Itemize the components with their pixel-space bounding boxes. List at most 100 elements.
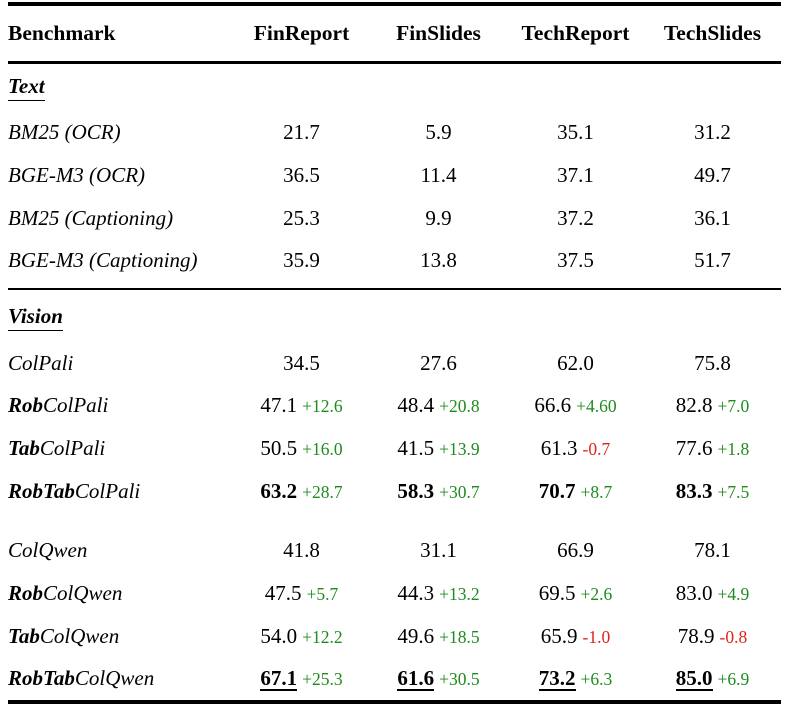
score-cell: 67.1 +25.3 bbox=[233, 666, 370, 692]
score-value: 41.8 bbox=[283, 538, 320, 563]
score-cell: 9.9 bbox=[370, 206, 507, 231]
score-value: 70.7 bbox=[538, 478, 576, 503]
table-row: ColPali 34.5 27.6 62.0 75.8 bbox=[8, 342, 781, 385]
score-value: 66.9 bbox=[557, 538, 594, 563]
row-label-base: ColQwen bbox=[74, 666, 155, 691]
table-row: RobColQwen 47.5 +5.7 44.3 +13.2 69.5 +2.6 83.0 +… bbox=[8, 572, 781, 615]
table-row: BGE-M3 (Captioning) 35.9 13.8 37.5 51.7 bbox=[8, 240, 781, 283]
score-cell: 73.2 +6.3 bbox=[507, 666, 644, 692]
score-cell: 41.8 bbox=[233, 538, 370, 563]
score-delta: +16.0 bbox=[302, 438, 343, 459]
score-value: 82.8 bbox=[675, 393, 713, 418]
score-cell: 31.1 bbox=[370, 538, 507, 563]
row-group: ColQwen 41.8 31.1 66.9 78.1 RobColQwen 47.5 +5.… bbox=[8, 530, 781, 701]
row-label-base: BGE-M3 (Captioning) bbox=[8, 248, 198, 273]
row-label-base: ColPali bbox=[8, 350, 74, 375]
score-cell: 49.6 +18.5 bbox=[370, 624, 507, 649]
score-value: 49.6 bbox=[397, 623, 435, 648]
score-cell: 49.7 bbox=[644, 163, 781, 188]
score-delta: +20.8 bbox=[439, 396, 480, 417]
score-cell: 37.2 bbox=[507, 206, 644, 231]
table-row: RobTabColQwen 67.1 +25.3 61.6 +30.5 73.2 +6.3 8… bbox=[8, 658, 781, 701]
score-value: 65.9 bbox=[540, 623, 578, 648]
row-label-base: ColQwen bbox=[39, 623, 120, 648]
row-label: ColQwen bbox=[8, 538, 233, 563]
score-cell: 75.8 bbox=[644, 351, 781, 376]
score-delta: +30.7 bbox=[439, 481, 480, 502]
row-label: BM25 (OCR) bbox=[8, 120, 233, 145]
score-cell: 85.0 +6.9 bbox=[644, 666, 781, 692]
score-cell: 47.1 +12.6 bbox=[233, 393, 370, 418]
score-value: 51.7 bbox=[694, 248, 731, 273]
score-value: 35.1 bbox=[557, 120, 594, 145]
score-delta: +1.8 bbox=[717, 438, 750, 459]
score-value: 49.7 bbox=[694, 163, 731, 188]
score-value: 31.1 bbox=[420, 538, 457, 563]
row-label-prefix: Rob bbox=[8, 581, 44, 606]
score-value: 44.3 bbox=[397, 581, 435, 606]
table-row: ColQwen 41.8 31.1 66.9 78.1 bbox=[8, 530, 781, 573]
row-label-base: BM25 (Captioning) bbox=[8, 205, 174, 230]
score-cell: 31.2 bbox=[644, 120, 781, 145]
table-row: BGE-M3 (OCR) 36.5 11.4 37.1 49.7 bbox=[8, 154, 781, 197]
score-cell: 51.7 bbox=[644, 248, 781, 273]
score-cell: 11.4 bbox=[370, 163, 507, 188]
score-cell: 5.9 bbox=[370, 120, 507, 145]
score-delta: -0.7 bbox=[582, 438, 611, 459]
score-value: 77.6 bbox=[675, 435, 713, 460]
top-rule bbox=[8, 2, 781, 6]
table-header-row: Benchmark FinReport FinSlides TechReport… bbox=[8, 6, 781, 61]
score-value: 13.8 bbox=[420, 248, 457, 273]
score-cell: 50.5 +16.0 bbox=[233, 436, 370, 461]
score-value: 34.5 bbox=[283, 350, 320, 375]
row-label: RobTabColQwen bbox=[8, 666, 233, 691]
score-cell: 44.3 +13.2 bbox=[370, 581, 507, 606]
section-title-row: Text bbox=[8, 74, 781, 106]
score-cell: 61.3 -0.7 bbox=[507, 436, 644, 461]
row-label: BM25 (Captioning) bbox=[8, 206, 233, 231]
row-label: RobColQwen bbox=[8, 581, 233, 606]
score-cell: 66.9 bbox=[507, 538, 644, 563]
row-label: TabColPali bbox=[8, 436, 233, 461]
section-title: Vision bbox=[8, 304, 63, 331]
score-cell: 21.7 bbox=[233, 120, 370, 145]
score-delta: +4.60 bbox=[576, 396, 617, 417]
score-delta: +2.6 bbox=[580, 584, 613, 605]
score-delta: +4.9 bbox=[717, 584, 750, 605]
score-value: 83.0 bbox=[675, 581, 713, 606]
score-delta: +7.5 bbox=[717, 481, 750, 502]
score-cell: 34.5 bbox=[233, 351, 370, 376]
bottom-rule bbox=[8, 700, 781, 705]
score-cell: 37.5 bbox=[507, 248, 644, 273]
table-row: TabColQwen 54.0 +12.2 49.6 +18.5 65.9 -1.0 78.9… bbox=[8, 615, 781, 658]
score-value: 61.3 bbox=[540, 435, 578, 460]
score-value: 36.1 bbox=[694, 205, 731, 230]
row-label-prefix: Tab bbox=[8, 435, 40, 460]
score-value: 83.3 bbox=[675, 478, 713, 503]
score-delta: +7.0 bbox=[717, 396, 750, 417]
row-label-base: ColPali bbox=[39, 435, 106, 460]
column-header-benchmark: Benchmark bbox=[8, 21, 116, 45]
score-delta: +18.5 bbox=[439, 626, 480, 647]
row-label: BGE-M3 (OCR) bbox=[8, 163, 233, 188]
column-header-finslides: FinSlides bbox=[396, 21, 481, 45]
table-row: RobColPali 47.1 +12.6 48.4 +20.8 66.6 +4.60 82.… bbox=[8, 384, 781, 427]
score-delta: +5.7 bbox=[306, 584, 339, 605]
score-value: 41.5 bbox=[397, 435, 435, 460]
score-cell: 35.9 bbox=[233, 248, 370, 273]
score-cell: 54.0 +12.2 bbox=[233, 624, 370, 649]
score-value: 78.1 bbox=[694, 538, 731, 563]
score-value: 62.0 bbox=[557, 350, 594, 375]
row-group: ColPali 34.5 27.6 62.0 75.8 RobColPali 47.1 +12… bbox=[8, 342, 781, 513]
row-label: BGE-M3 (Captioning) bbox=[8, 248, 233, 273]
row-label-prefix: Tab bbox=[43, 478, 75, 503]
score-cell: 66.6 +4.60 bbox=[507, 393, 644, 418]
score-cell: 36.1 bbox=[644, 206, 781, 231]
score-delta: +6.9 bbox=[717, 669, 750, 690]
score-delta: -1.0 bbox=[582, 626, 611, 647]
score-value: 75.8 bbox=[694, 350, 731, 375]
score-value: 67.1 bbox=[260, 666, 298, 692]
score-value: 35.9 bbox=[283, 248, 320, 273]
score-cell: 27.6 bbox=[370, 351, 507, 376]
score-cell: 63.2 +28.7 bbox=[233, 479, 370, 504]
